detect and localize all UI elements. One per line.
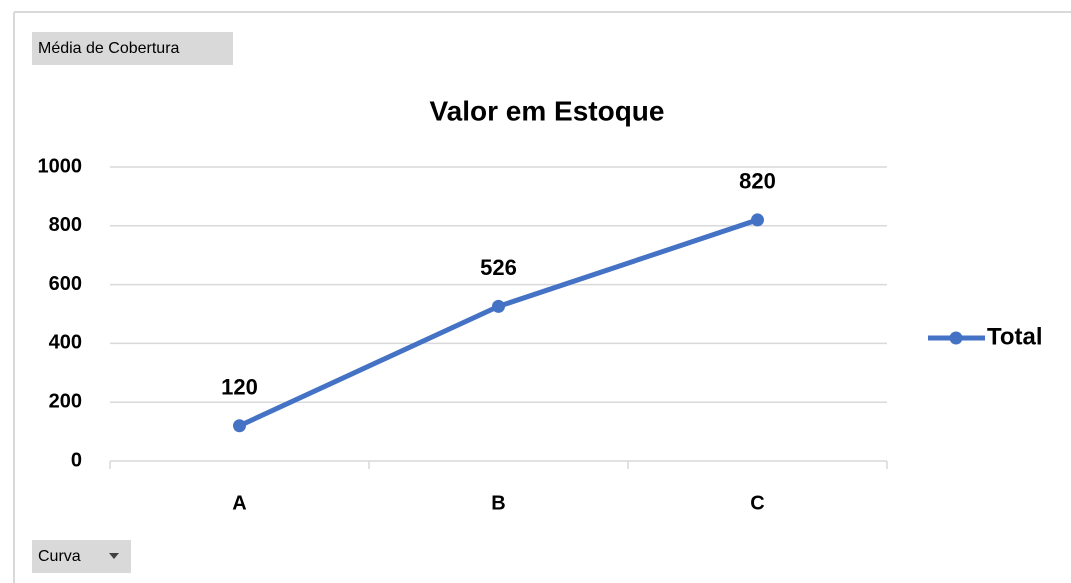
- field-button-label[interactable]: Curva: [38, 548, 81, 565]
- field-button-label[interactable]: Média de Cobertura: [38, 40, 180, 57]
- line: [238, 217, 759, 428]
- marker: [492, 299, 505, 313]
- y-tick-label: 400: [49, 332, 82, 354]
- y-tick-label: 600: [49, 273, 82, 295]
- x-tick-label: C: [750, 492, 764, 514]
- y-tick-label: 1000: [38, 155, 83, 177]
- data-label: 120: [221, 375, 258, 400]
- y-tick-label: 200: [49, 390, 82, 412]
- dropdown-arrow[interactable]: [109, 553, 119, 559]
- field-button[interactable]: [32, 32, 233, 65]
- data-label: 820: [739, 169, 776, 194]
- legend-label: Total: [987, 323, 1043, 350]
- marker: [233, 419, 246, 433]
- legend-marker: [949, 331, 963, 345]
- x-tick-label: B: [491, 492, 505, 514]
- x-tick-label: A: [232, 492, 246, 514]
- y-tick-label: 0: [71, 449, 82, 471]
- marker: [751, 213, 764, 227]
- data-label: 526: [480, 255, 517, 280]
- chart-title: Valor em Estoque: [430, 95, 665, 126]
- y-tick-label: 800: [49, 214, 82, 236]
